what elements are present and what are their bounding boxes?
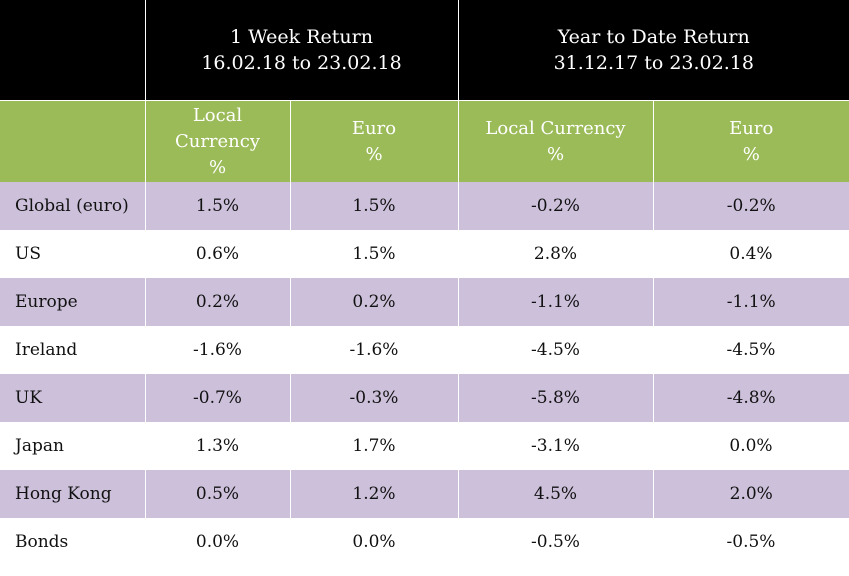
ytd-euro-value: 0.4% (653, 230, 849, 278)
week-local-value: 1.3% (145, 422, 290, 470)
market-name: Japan (0, 422, 145, 470)
ytd-euro-value: -0.2% (652, 182, 849, 230)
week-local-value: 0.2% (144, 278, 290, 326)
table-row: UK -0.7% -0.3% -5.8% -4.8% (0, 374, 849, 422)
week-euro-value: 1.5% (289, 182, 458, 230)
week-euro-header-unit: % (365, 143, 383, 165)
week-local-value: 1.5% (144, 182, 290, 230)
subheader-blank-cell (0, 100, 145, 182)
corner-cell (0, 0, 145, 101)
ytd-return-header: Year to Date Return 31.12.17 to 23.02.18 (457, 0, 849, 101)
ytd-local-header-unit: % (546, 143, 565, 165)
week-local-header-line2: Currency (174, 130, 261, 152)
ytd-euro-header-line1: Euro (729, 117, 774, 139)
week-local-value: -0.7% (144, 374, 290, 422)
ytd-local-value: -1.1% (457, 278, 653, 326)
currency-header-row: Local Currency % Euro % Local Currency %… (0, 100, 849, 182)
ytd-local-value: -5.8% (457, 374, 653, 422)
week-euro-value: 0.0% (290, 518, 458, 566)
week-return-dates: 16.02.18 to 23.02.18 (201, 52, 402, 74)
table-row: Europe 0.2% 0.2% -1.1% -1.1% (0, 278, 849, 326)
ytd-local-value: 2.8% (458, 230, 653, 278)
market-name: Global (euro) (0, 182, 145, 230)
week-euro-header: Euro % (289, 100, 458, 182)
week-local-value: -1.6% (145, 326, 290, 374)
ytd-local-value: -3.1% (458, 422, 653, 470)
market-name: Hong Kong (0, 470, 145, 518)
week-local-header-line1: Local (192, 104, 243, 126)
ytd-euro-value: -4.5% (653, 326, 849, 374)
table-row: Global (euro) 1.5% 1.5% -0.2% -0.2% (0, 182, 849, 230)
ytd-local-header: Local Currency % (457, 100, 653, 182)
market-name: US (0, 230, 145, 278)
week-local-header: Local Currency % (144, 100, 290, 182)
table-row: Hong Kong 0.5% 1.2% 4.5% 2.0% (0, 470, 849, 518)
ytd-euro-value: 2.0% (652, 470, 849, 518)
ytd-local-header-line1: Local Currency (485, 117, 626, 139)
table-row: Bonds 0.0% 0.0% -0.5% -0.5% (0, 518, 849, 566)
market-name: Europe (0, 278, 145, 326)
ytd-euro-header: Euro % (652, 100, 849, 182)
week-euro-value: -0.3% (289, 374, 458, 422)
ytd-euro-value: 0.0% (653, 422, 849, 470)
week-local-header-unit: % (208, 156, 227, 178)
week-local-value: 0.6% (145, 230, 290, 278)
ytd-return-dates: 31.12.17 to 23.02.18 (553, 52, 754, 74)
week-return-title: 1 Week Return (230, 26, 373, 48)
week-euro-header-line1: Euro (351, 117, 397, 139)
table-row: US 0.6% 1.5% 2.8% 0.4% (0, 230, 849, 278)
week-return-header: 1 Week Return 16.02.18 to 23.02.18 (144, 0, 458, 101)
ytd-local-value: -4.5% (458, 326, 653, 374)
market-name: UK (0, 374, 145, 422)
week-euro-value: 1.5% (290, 230, 458, 278)
ytd-local-value: -0.2% (457, 182, 653, 230)
period-header-row: 1 Week Return 16.02.18 to 23.02.18 Year … (0, 0, 849, 101)
ytd-euro-header-unit: % (742, 143, 760, 165)
table-row: Ireland -1.6% -1.6% -4.5% -4.5% (0, 326, 849, 374)
ytd-euro-value: -0.5% (653, 518, 849, 566)
market-name: Ireland (0, 326, 145, 374)
ytd-local-value: -0.5% (458, 518, 653, 566)
table-row: Japan 1.3% 1.7% -3.1% 0.0% (0, 422, 849, 470)
week-euro-value: 1.7% (290, 422, 458, 470)
ytd-euro-value: -4.8% (652, 374, 849, 422)
week-euro-value: 1.2% (289, 470, 458, 518)
week-euro-value: -1.6% (290, 326, 458, 374)
ytd-return-title: Year to Date Return (557, 26, 750, 48)
week-local-value: 0.0% (145, 518, 290, 566)
week-local-value: 0.5% (144, 470, 290, 518)
ytd-euro-value: -1.1% (652, 278, 849, 326)
week-euro-value: 0.2% (289, 278, 458, 326)
ytd-local-value: 4.5% (457, 470, 653, 518)
market-name: Bonds (0, 518, 145, 566)
